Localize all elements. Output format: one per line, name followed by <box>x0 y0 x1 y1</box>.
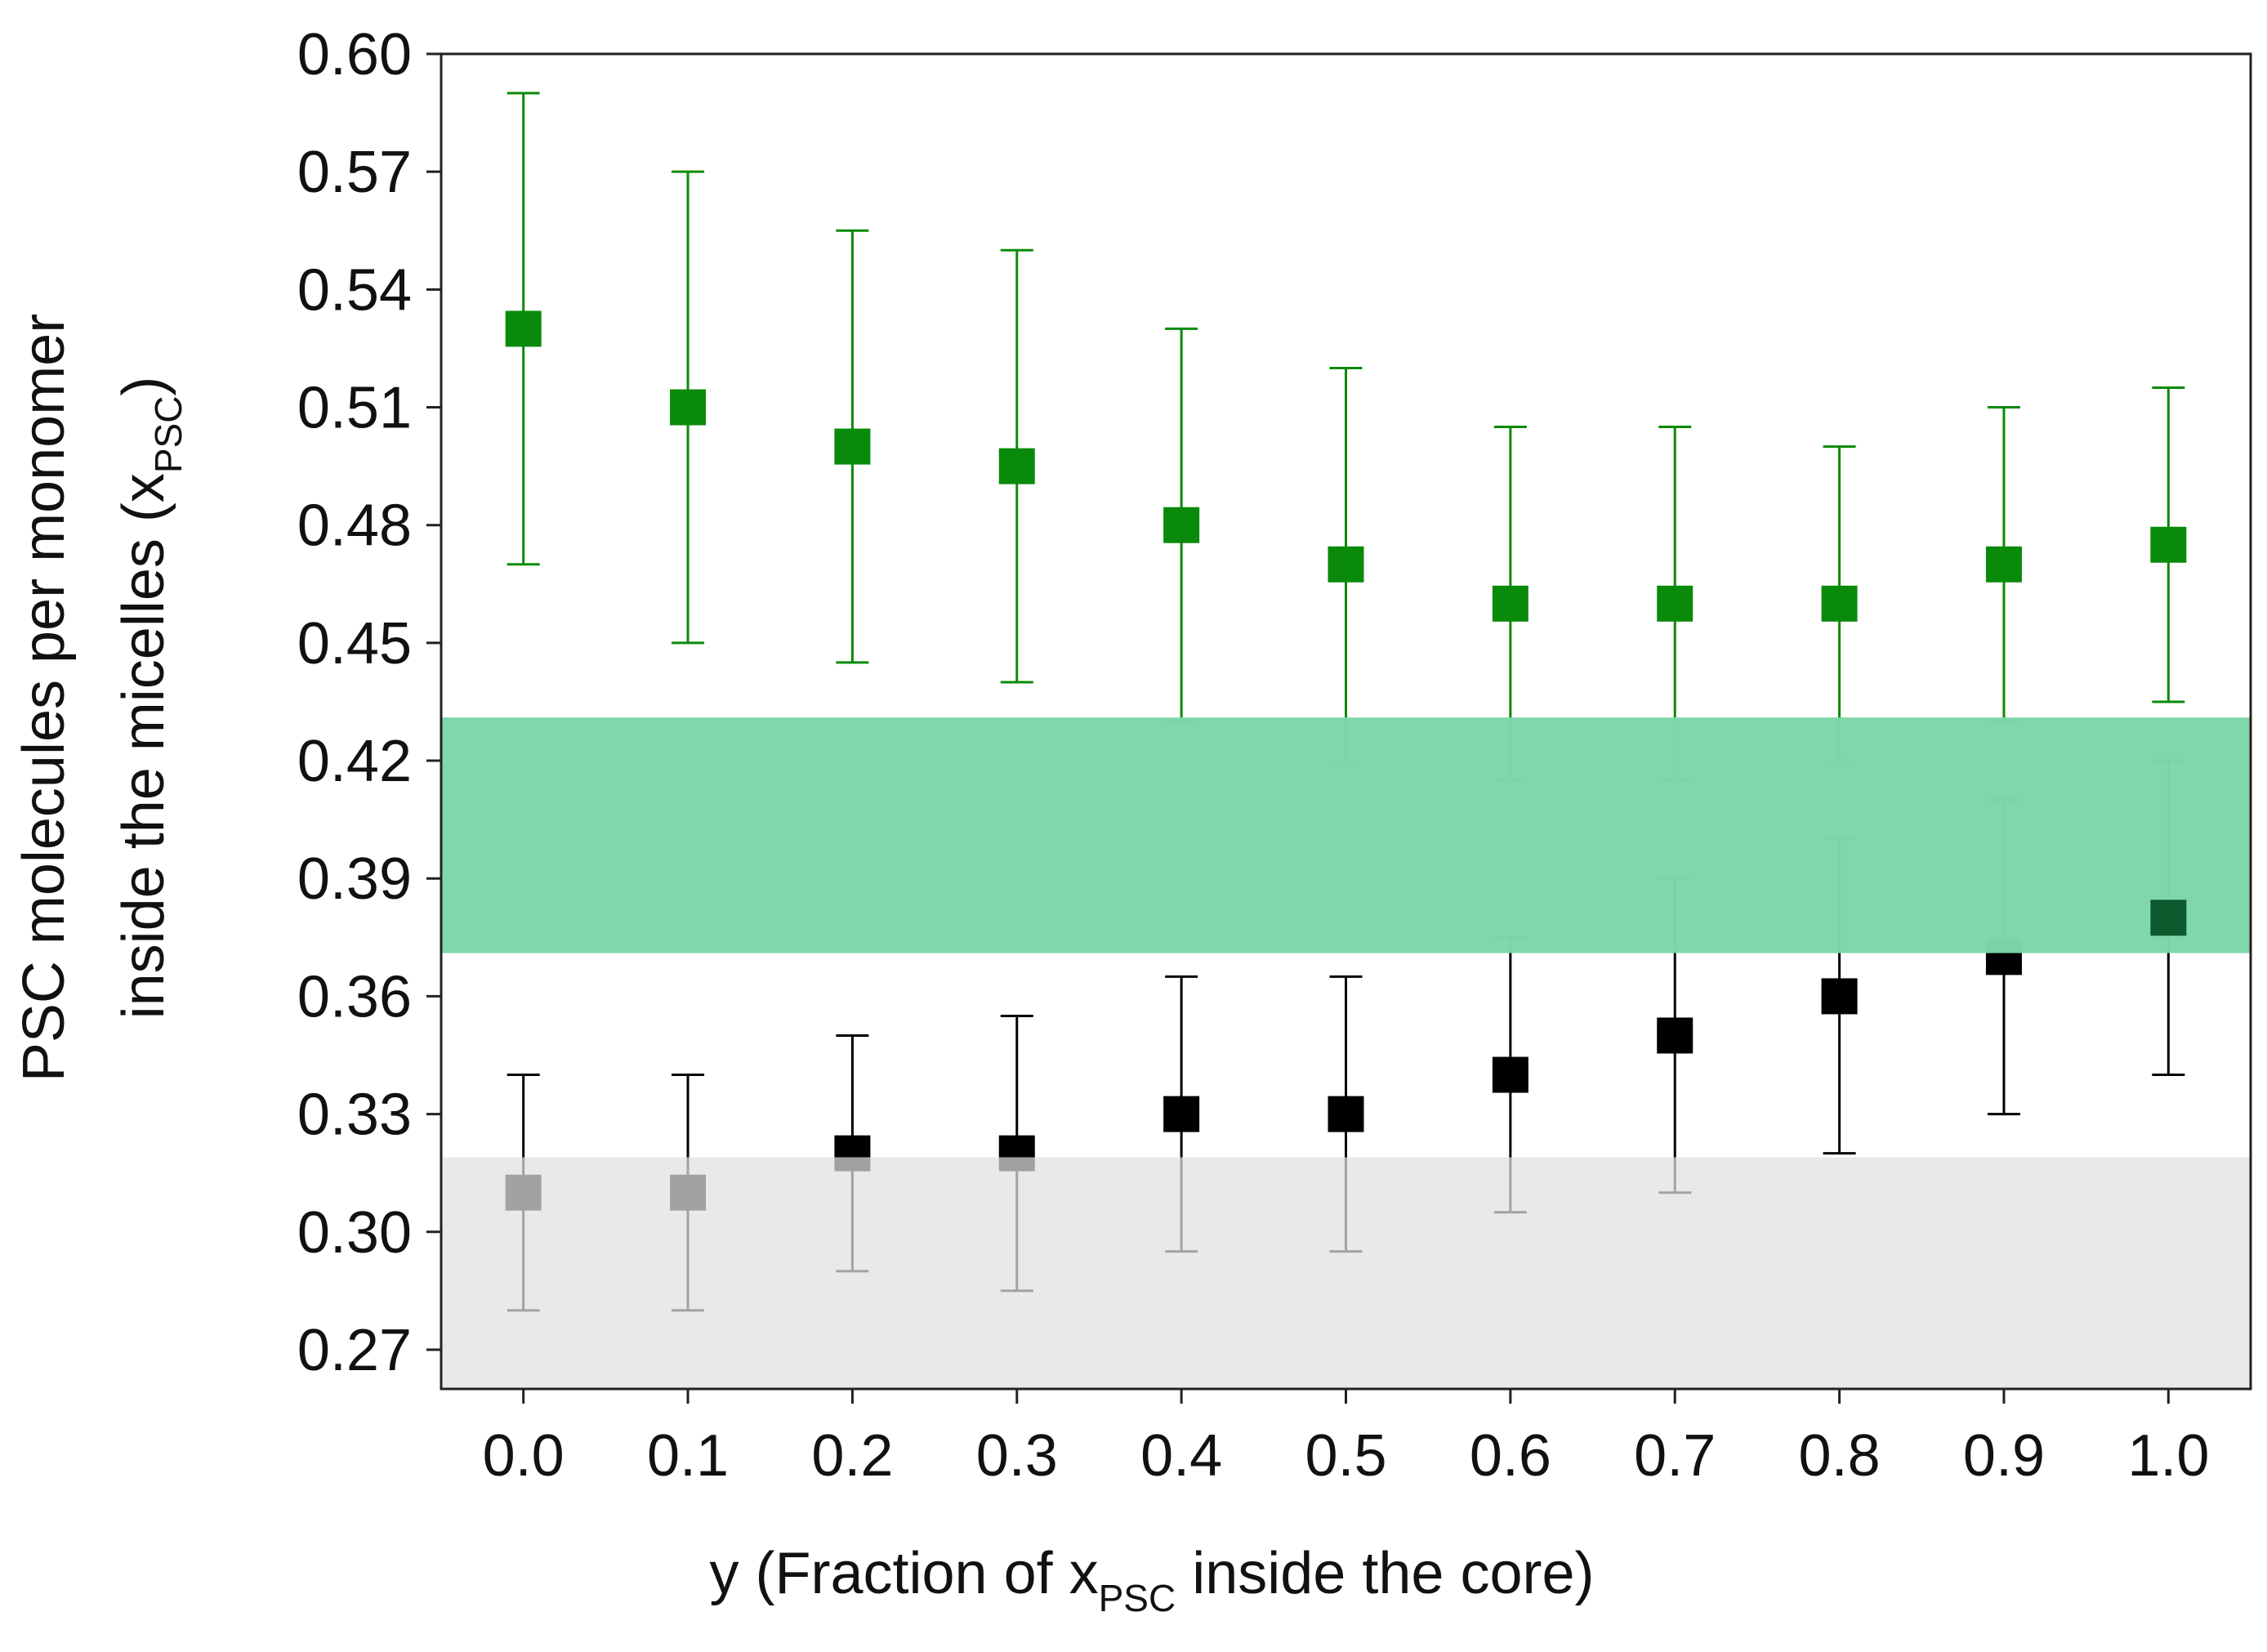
black-marker <box>1163 1096 1200 1132</box>
green-marker <box>1985 546 2022 583</box>
green-marker <box>1657 585 1694 622</box>
green-point-5 <box>1328 366 1364 762</box>
green-marker <box>834 428 871 465</box>
x-axis-title: y (Fraction of xPSC inside the core) <box>710 1541 1595 1619</box>
x-tick-label: 0.2 <box>811 1423 893 1489</box>
gray-band <box>441 1157 2251 1389</box>
y-tick-label: 0.57 <box>297 140 412 205</box>
y-tick-label: 0.45 <box>297 611 412 676</box>
y-tick-label: 0.54 <box>297 257 412 323</box>
x-tick-label: 0.1 <box>647 1423 729 1489</box>
green-point-0 <box>505 92 542 566</box>
green-marker <box>1821 585 1858 622</box>
x-tick-label: 0.5 <box>1305 1423 1386 1489</box>
y-tick-label: 0.27 <box>297 1318 412 1383</box>
green-point-9 <box>1985 406 2022 723</box>
x-tick-label: 0.4 <box>1140 1423 1222 1489</box>
y-axis-title-line1: PSC molecules per monomer <box>11 314 77 1082</box>
x-tick-label: 0.7 <box>1634 1423 1716 1489</box>
green-marker <box>670 389 707 426</box>
green-marker <box>505 310 542 347</box>
y-tick-label: 0.48 <box>297 493 412 559</box>
y-axis-title-line2: inside the micelles (xPSC) <box>111 377 190 1020</box>
y-tick-label: 0.30 <box>297 1200 412 1266</box>
green-band <box>441 717 2251 953</box>
axes: 0.27 0.30 0.33 0.36 0.39 0.42 0.45 0.48 0.51 0.54… <box>297 22 2252 1489</box>
green-point-4 <box>1163 327 1200 723</box>
y-tick-label: 0.36 <box>297 964 412 1029</box>
black-marker-tinted <box>2150 900 2187 936</box>
x-tick-label: 0.0 <box>483 1423 565 1489</box>
x-tick-label: 0.3 <box>976 1423 1058 1489</box>
green-marker <box>1328 546 1364 583</box>
y-tick-label: 0.42 <box>297 729 412 794</box>
y-tick-label: 0.51 <box>297 376 412 441</box>
black-marker <box>1328 1096 1364 1132</box>
y-axis-title: PSC molecules per monomer inside the mic… <box>11 314 190 1082</box>
x-tick-label: 0.8 <box>1799 1423 1881 1489</box>
green-point-2 <box>834 229 871 664</box>
y-tick-label: 0.33 <box>297 1083 412 1148</box>
x-tick-label: 1.0 <box>2127 1423 2209 1489</box>
green-marker <box>2150 526 2187 563</box>
plot-area <box>441 92 2251 1389</box>
y-tick-label: 0.60 <box>297 22 412 87</box>
black-marker <box>1821 978 1858 1015</box>
black-marker <box>1492 1056 1528 1093</box>
y-tick-label: 0.39 <box>297 846 412 912</box>
green-point-1 <box>670 170 707 645</box>
x-tick-label: 0.6 <box>1470 1423 1551 1489</box>
black-marker <box>1657 1017 1694 1054</box>
green-point-8 <box>1821 445 1858 762</box>
green-marker <box>998 448 1035 484</box>
green-point-10 <box>2150 386 2187 703</box>
green-marker <box>1492 585 1528 622</box>
x-tick-label: 0.9 <box>1963 1423 2045 1489</box>
green-marker <box>1163 507 1200 543</box>
green-point-3 <box>998 248 1035 684</box>
